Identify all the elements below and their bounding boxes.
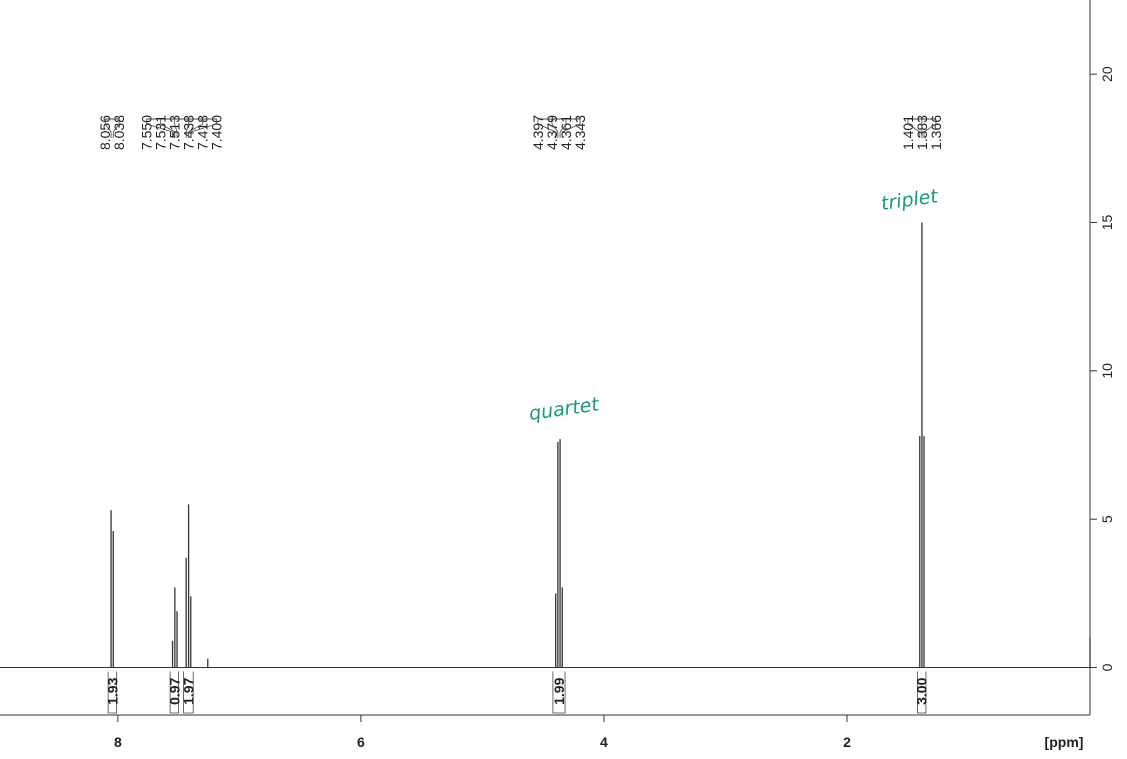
y-tick-label: 0 <box>1099 663 1115 671</box>
peak-label-connector <box>185 119 190 138</box>
peak-label-connector <box>923 119 937 138</box>
peak-label: 4.343 <box>572 115 588 150</box>
peak-label: 4.361 <box>558 115 574 150</box>
x-tick-label: 8 <box>114 734 122 750</box>
annotation: quartet <box>528 393 602 425</box>
peak-label-connector <box>907 119 921 138</box>
peak-label: 7.550 <box>139 115 155 150</box>
peak-label-connector <box>537 119 557 138</box>
integral-label: 1.99 <box>551 677 567 704</box>
peak-label-connector <box>104 119 112 138</box>
peak-label-connector <box>561 119 581 138</box>
peak-label-connector <box>551 119 559 138</box>
peak-label-connector <box>190 119 218 138</box>
x-tick-label: 6 <box>357 734 365 750</box>
peak-label-connector <box>146 119 173 138</box>
peak-label: 7.531 <box>153 115 169 150</box>
integral-label: 0.97 <box>166 677 182 704</box>
integral-bracket <box>552 671 566 714</box>
peak-label: 8.056 <box>97 115 113 150</box>
integral-bracket <box>183 671 194 714</box>
peak-label: 4.379 <box>544 115 560 150</box>
x-tick-label: 4 <box>600 734 608 750</box>
peak-label: 7.400 <box>209 115 225 150</box>
integral-label: 1.97 <box>180 677 196 704</box>
peak-label-connector <box>112 119 120 138</box>
integral-bracket <box>917 671 927 714</box>
annotation: triplet <box>880 185 941 215</box>
peak-label: 8.038 <box>111 115 127 150</box>
integral-label: 3.00 <box>914 677 930 704</box>
x-axis-label: [ppm] <box>1045 734 1084 750</box>
integral-label: 1.93 <box>104 677 120 704</box>
peak-label-connector <box>559 119 567 138</box>
peak-label: 4.397 <box>530 115 546 150</box>
peak-label-connector <box>160 119 176 138</box>
peak-label: 7.418 <box>195 115 211 150</box>
peak-label: 7.513 <box>167 115 183 150</box>
y-tick-label: 5 <box>1099 515 1115 523</box>
integral-bracket <box>107 671 118 714</box>
y-tick-label: 15 <box>1099 215 1115 231</box>
integral-bracket <box>169 671 180 714</box>
y-tick-label: 20 <box>1099 66 1115 82</box>
peak-label: 1.366 <box>928 115 944 150</box>
x-tick-label: 2 <box>843 734 851 750</box>
y-tick-label: 10 <box>1099 363 1115 379</box>
peak-label-connector <box>188 119 204 138</box>
peak-label: 1.401 <box>900 115 916 150</box>
peak-label-connector <box>174 119 178 138</box>
